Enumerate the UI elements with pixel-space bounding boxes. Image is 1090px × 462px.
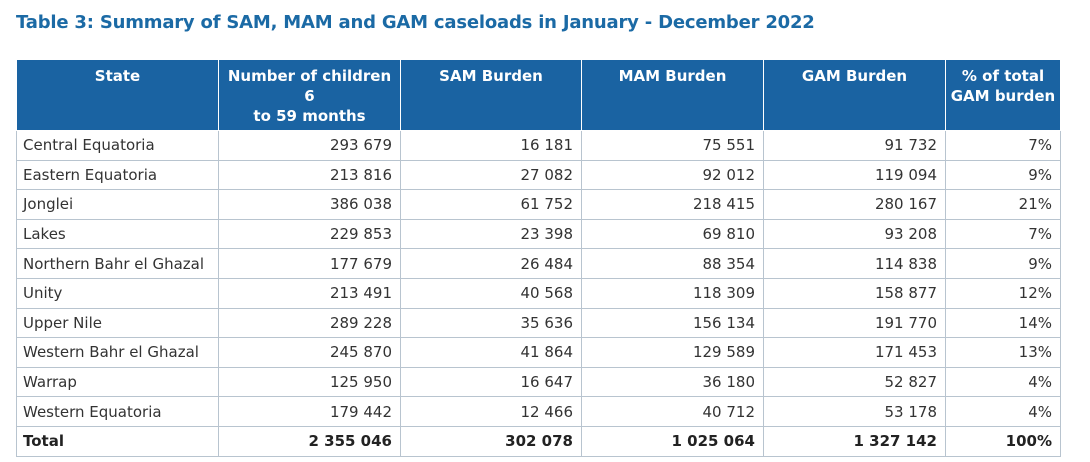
cell-pct: 7% [945,218,1061,250]
cell-mam: 69 810 [581,218,764,250]
cell-mam: 75 551 [581,130,764,161]
cell-pct: 14% [945,307,1061,339]
table-row: Jonglei 386 038 61 752 218 415 280 167 2… [16,189,1061,220]
header-pct: % of total GAM burden [945,59,1061,131]
cell-gam: 114 838 [763,248,946,279]
total-sam: 302 078 [400,425,582,457]
cell-sam: 16 647 [400,366,582,398]
cell-state: Unity [16,277,219,309]
cell-gam: 53 178 [763,396,946,427]
cell-sam: 12 466 [400,396,582,427]
cell-sam: 35 636 [400,307,582,339]
total-gam: 1 327 142 [763,425,946,457]
cell-children: 177 679 [218,248,401,279]
header-sam: SAM Burden [400,59,582,131]
cell-pct: 9% [945,248,1061,279]
cell-children: 125 950 [218,366,401,398]
header-gam: GAM Burden [763,59,946,131]
cell-sam: 41 864 [400,337,582,368]
cell-sam: 23 398 [400,218,582,250]
table-title: Table 3: Summary of SAM, MAM and GAM cas… [16,12,815,33]
cell-mam: 129 589 [581,337,764,368]
cell-sam: 40 568 [400,277,582,309]
cell-gam: 93 208 [763,218,946,250]
header-children: Number of children 6 to 59 months [218,59,401,131]
cell-pct: 7% [945,130,1061,161]
cell-children: 229 853 [218,218,401,250]
cell-state: Eastern Equatoria [16,159,219,191]
cell-children: 213 816 [218,159,401,191]
cell-children: 386 038 [218,189,401,220]
cell-sam: 61 752 [400,189,582,220]
total-row: Total 2 355 046 302 078 1 025 064 1 327 … [16,425,1061,457]
cell-state: Upper Nile [16,307,219,339]
table-row: Northern Bahr el Ghazal 177 679 26 484 8… [16,248,1061,279]
cell-gam: 191 770 [763,307,946,339]
cell-pct: 4% [945,366,1061,398]
table-row: Unity 213 491 40 568 118 309 158 877 12% [16,277,1061,309]
table-row: Eastern Equatoria 213 816 27 082 92 012 … [16,159,1061,191]
cell-children: 245 870 [218,337,401,368]
cell-gam: 119 094 [763,159,946,191]
table-row: Western Bahr el Ghazal 245 870 41 864 12… [16,337,1061,368]
table-row: Central Equatoria 293 679 16 181 75 551 … [16,130,1061,161]
table-row: Lakes 229 853 23 398 69 810 93 208 7% [16,218,1061,250]
header-pct-line2: GAM burden [950,87,1056,105]
cell-pct: 4% [945,396,1061,427]
cell-sam: 16 181 [400,130,582,161]
header-children-line1: Number of children 6 [227,67,392,105]
header-mam: MAM Burden [581,59,764,131]
cell-state: Jonglei [16,189,219,220]
table-row: Warrap 125 950 16 647 36 180 52 827 4% [16,366,1061,398]
cell-children: 179 442 [218,396,401,427]
cell-state: Western Bahr el Ghazal [16,337,219,368]
header-children-line2: to 59 months [253,107,366,125]
cell-gam: 171 453 [763,337,946,368]
cell-mam: 118 309 [581,277,764,309]
cell-gam: 158 877 [763,277,946,309]
cell-state: Warrap [16,366,219,398]
cell-sam: 27 082 [400,159,582,191]
header-state: State [16,59,219,131]
cell-state: Central Equatoria [16,130,219,161]
cell-gam: 91 732 [763,130,946,161]
header-row: State Number of children 6 to 59 months … [16,59,1061,131]
cell-gam: 280 167 [763,189,946,220]
header-pct-line1: % of total [961,67,1045,85]
table-row: Western Equatoria 179 442 12 466 40 712 … [16,396,1061,427]
cell-state: Lakes [16,218,219,250]
total-children: 2 355 046 [218,425,401,457]
total-pct: 100% [945,425,1061,457]
cell-pct: 9% [945,159,1061,191]
cell-mam: 36 180 [581,366,764,398]
cell-mam: 218 415 [581,189,764,220]
cell-mam: 88 354 [581,248,764,279]
cell-children: 289 228 [218,307,401,339]
cell-children: 293 679 [218,130,401,161]
table-row: Upper Nile 289 228 35 636 156 134 191 77… [16,307,1061,339]
cell-state: Northern Bahr el Ghazal [16,248,219,279]
cell-sam: 26 484 [400,248,582,279]
cell-pct: 21% [945,189,1061,220]
cell-children: 213 491 [218,277,401,309]
cell-mam: 40 712 [581,396,764,427]
cell-mam: 156 134 [581,307,764,339]
total-label: Total [16,425,219,457]
cell-gam: 52 827 [763,366,946,398]
cell-pct: 13% [945,337,1061,368]
cell-pct: 12% [945,277,1061,309]
cell-state: Western Equatoria [16,396,219,427]
cell-mam: 92 012 [581,159,764,191]
total-mam: 1 025 064 [581,425,764,457]
caseload-table: State Number of children 6 to 59 months … [16,59,1061,457]
